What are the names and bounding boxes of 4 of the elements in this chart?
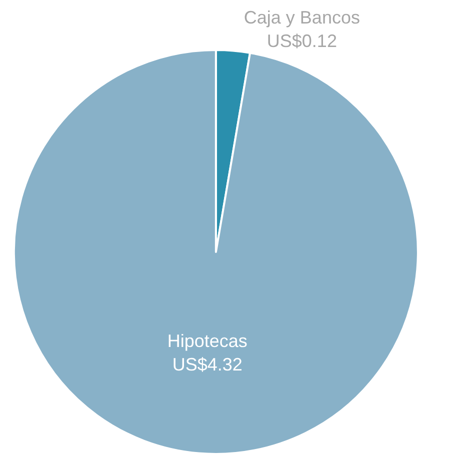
data-label: US$4.32 [172, 354, 242, 374]
slice-label: Hipotecas [167, 330, 248, 351]
data-label: US$0.12 [266, 30, 337, 51]
slice-label: Caja y Bancos [244, 7, 360, 28]
